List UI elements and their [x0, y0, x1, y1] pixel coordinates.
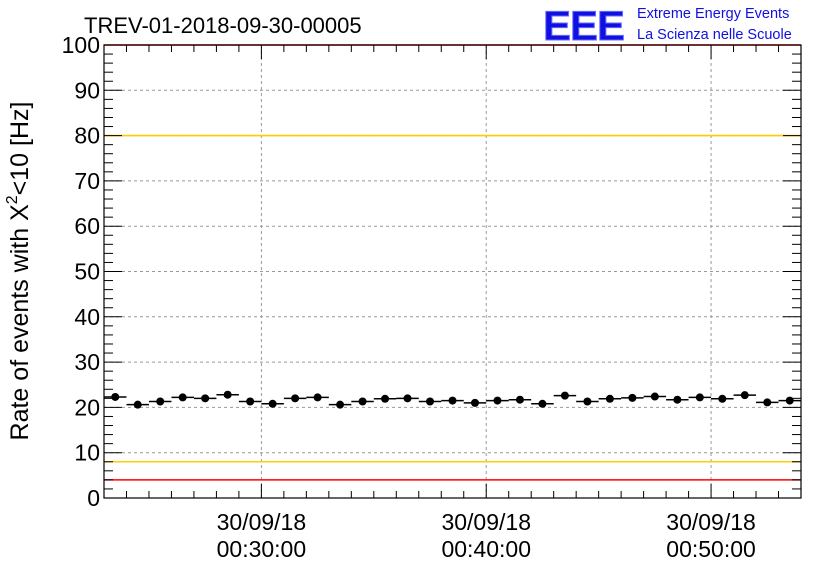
y-tick-label: 20	[74, 394, 100, 420]
data-point	[718, 394, 727, 403]
data-point	[470, 398, 479, 407]
data-point	[381, 394, 390, 403]
data-point	[763, 398, 772, 407]
x-tick-time-label: 00:40:00	[441, 536, 531, 562]
data-point	[650, 392, 659, 401]
data-point	[223, 390, 232, 399]
x-tick-date-label: 30/09/18	[441, 509, 531, 535]
y-tick-label: 10	[74, 440, 100, 466]
eee-logo: EEE Extreme Energy Events La Scienza nel…	[543, 2, 792, 50]
y-tick-label: 60	[74, 213, 100, 239]
data-point	[538, 399, 547, 408]
data-point	[156, 397, 165, 406]
data-point	[560, 391, 569, 400]
data-point	[493, 396, 502, 405]
data-point	[605, 394, 614, 403]
y-tick-label: 90	[74, 77, 100, 103]
data-point	[313, 393, 322, 402]
data-point	[740, 391, 749, 400]
x-tick-date-label: 30/09/18	[217, 509, 307, 535]
y-tick-label: 70	[74, 168, 100, 194]
chart-title: TREV-01-2018-09-30-00005	[84, 13, 362, 38]
data-point	[403, 394, 412, 403]
data-point	[358, 397, 367, 406]
data-point	[133, 400, 142, 409]
data-point	[268, 399, 277, 408]
data-point	[291, 394, 300, 403]
data-point	[426, 397, 435, 406]
data-point	[178, 393, 187, 402]
y-axis-label-suffix: <10 [Hz]	[6, 102, 34, 196]
eee-logo-line2: La Scienza nelle Scuole	[637, 27, 792, 43]
x-tick-time-label: 00:50:00	[666, 536, 756, 562]
data-point	[111, 392, 120, 401]
data-point	[673, 395, 682, 404]
data-point	[628, 393, 637, 402]
reference-lines	[104, 44, 801, 481]
data-point	[336, 400, 345, 409]
data-point	[246, 397, 255, 406]
x-tick-time-label: 00:30:00	[217, 536, 307, 562]
x-tick-labels: 30/09/1800:30:0030/09/1800:40:0030/09/18…	[217, 509, 756, 562]
data-point	[785, 396, 794, 405]
data-point	[515, 395, 524, 404]
data-point	[201, 394, 210, 403]
y-axis-label-sup: 2	[4, 195, 21, 204]
eee-logo-line1: Extreme Energy Events	[637, 6, 789, 22]
data-point	[583, 397, 592, 406]
x-tick-date-label: 30/09/18	[666, 509, 756, 535]
y-tick-label: 30	[74, 349, 100, 375]
y-tick-label: 50	[74, 259, 100, 285]
data-point	[448, 396, 457, 405]
eee-logo-mark: EEE	[543, 2, 624, 49]
axis-ticks	[103, 44, 802, 499]
y-tick-label: 40	[74, 304, 100, 330]
y-tick-label: 100	[62, 32, 100, 58]
data-point	[695, 393, 704, 402]
y-axis-label-prefix: Rate of events with X	[6, 204, 34, 441]
y-tick-label: 80	[74, 123, 100, 149]
y-axis-label: Rate of events with X2<10 [Hz]	[4, 102, 34, 441]
y-tick-label: 0	[87, 485, 100, 511]
grid-lines	[104, 45, 801, 498]
data-points	[104, 390, 801, 409]
y-tick-labels: 0 10 20 30 40 50 60 70 80 90 100	[62, 32, 100, 511]
